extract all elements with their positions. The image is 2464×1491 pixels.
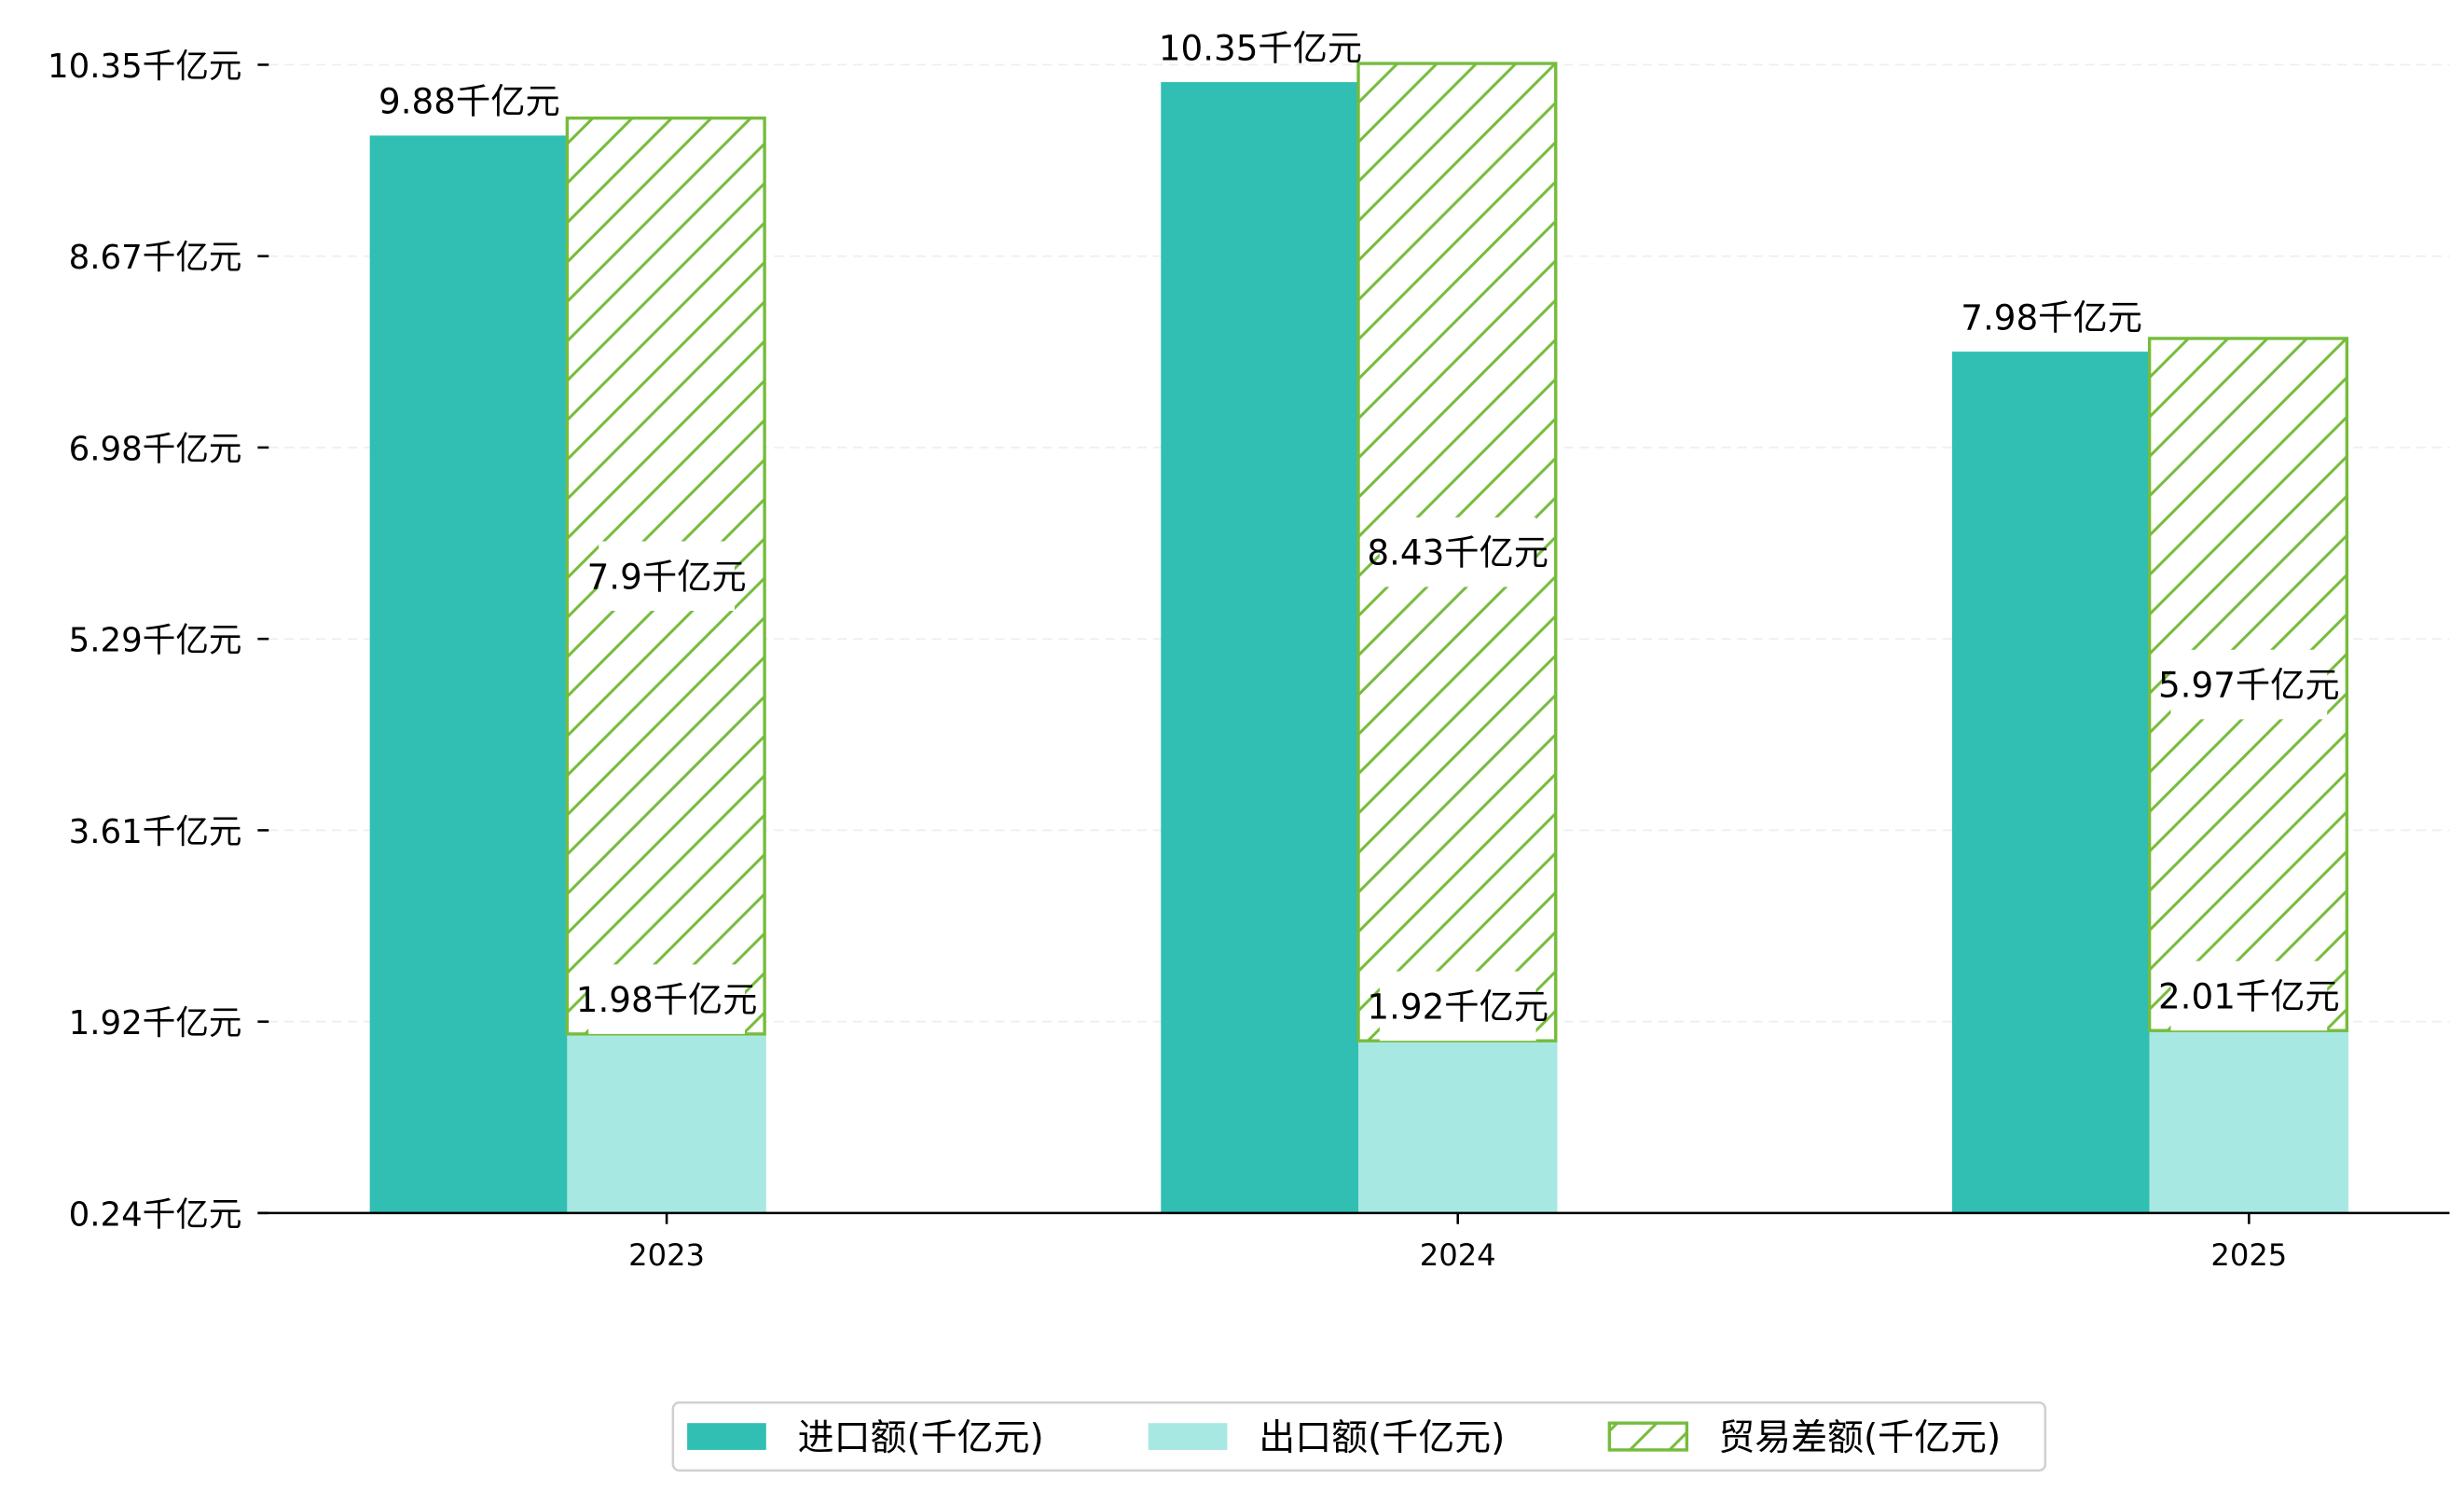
export-value-label: 2.01千亿元 bbox=[2158, 975, 2340, 1016]
y-tick-label: 1.92千亿元 bbox=[69, 1004, 242, 1042]
bar-export-2024 bbox=[1358, 1041, 1558, 1213]
legend-label-diff: 贸易差额(千亿元) bbox=[1718, 1417, 2001, 1459]
y-tick-label: 8.67千亿元 bbox=[69, 239, 242, 277]
x-tick-label: 2024 bbox=[1420, 1237, 1496, 1273]
x-tick-label: 2025 bbox=[2210, 1237, 2287, 1273]
y-tick-label: 0.24千亿元 bbox=[69, 1195, 242, 1234]
import-value-label: 9.88千亿元 bbox=[379, 81, 560, 122]
bars bbox=[369, 62, 2349, 1213]
legend-frame bbox=[671, 1401, 2047, 1472]
legend-swatch-import bbox=[687, 1423, 766, 1450]
legend-label-export: 出口额(千亿元) bbox=[1259, 1417, 1505, 1459]
y-tick-label: 3.61千亿元 bbox=[69, 813, 242, 851]
x-tick-label: 2023 bbox=[628, 1237, 705, 1273]
export-value-label: 1.98千亿元 bbox=[576, 979, 758, 1020]
import-value-label: 10.35千亿元 bbox=[1159, 27, 1362, 68]
bar-export-2025 bbox=[2149, 1030, 2349, 1213]
legend-swatch-diff bbox=[1607, 1421, 1689, 1452]
diff-value-label-bg bbox=[599, 541, 735, 612]
export-value-label-bg bbox=[1379, 971, 1536, 1042]
bar-import-2024 bbox=[1161, 82, 1359, 1213]
y-tick-label: 5.29千亿元 bbox=[69, 622, 242, 660]
diff-value-label: 7.9千亿元 bbox=[587, 556, 747, 597]
export-value-label: 1.92千亿元 bbox=[1367, 986, 1549, 1027]
value-labels: 9.88千亿元 7.9千亿元 1.98千亿元 10.35千亿元 8.43千亿元 1.92千… bbox=[379, 27, 2340, 1042]
diff-value-label-bg bbox=[1379, 517, 1536, 587]
bar-export-2023 bbox=[567, 1033, 766, 1213]
bar-import-2025 bbox=[1951, 352, 2150, 1213]
y-tick-label: 10.35千亿元 bbox=[48, 48, 242, 86]
export-value-label-bg bbox=[2170, 960, 2328, 1031]
legend-label-import: 进口额(千亿元) bbox=[798, 1417, 1044, 1459]
legend-swatch-export bbox=[1148, 1423, 1228, 1450]
axes: 0.24千亿元 1.92千亿元 3.61千亿元 5.29千亿元 6.98千亿元 8.67千… bbox=[48, 48, 2450, 1273]
diff-value-label: 5.97千亿元 bbox=[2158, 665, 2340, 706]
export-value-label-bg bbox=[588, 964, 745, 1034]
legend: 进口额(千亿元) 出口额(千亿元) 贸易差额(千亿元) bbox=[671, 1401, 2047, 1472]
diff-value-label: 8.43千亿元 bbox=[1367, 532, 1549, 573]
import-value-label: 7.98千亿元 bbox=[1961, 297, 2142, 338]
y-tick-label: 6.98千亿元 bbox=[69, 430, 242, 468]
bar-import-2023 bbox=[369, 135, 568, 1213]
diff-value-label-bg bbox=[2170, 649, 2328, 720]
